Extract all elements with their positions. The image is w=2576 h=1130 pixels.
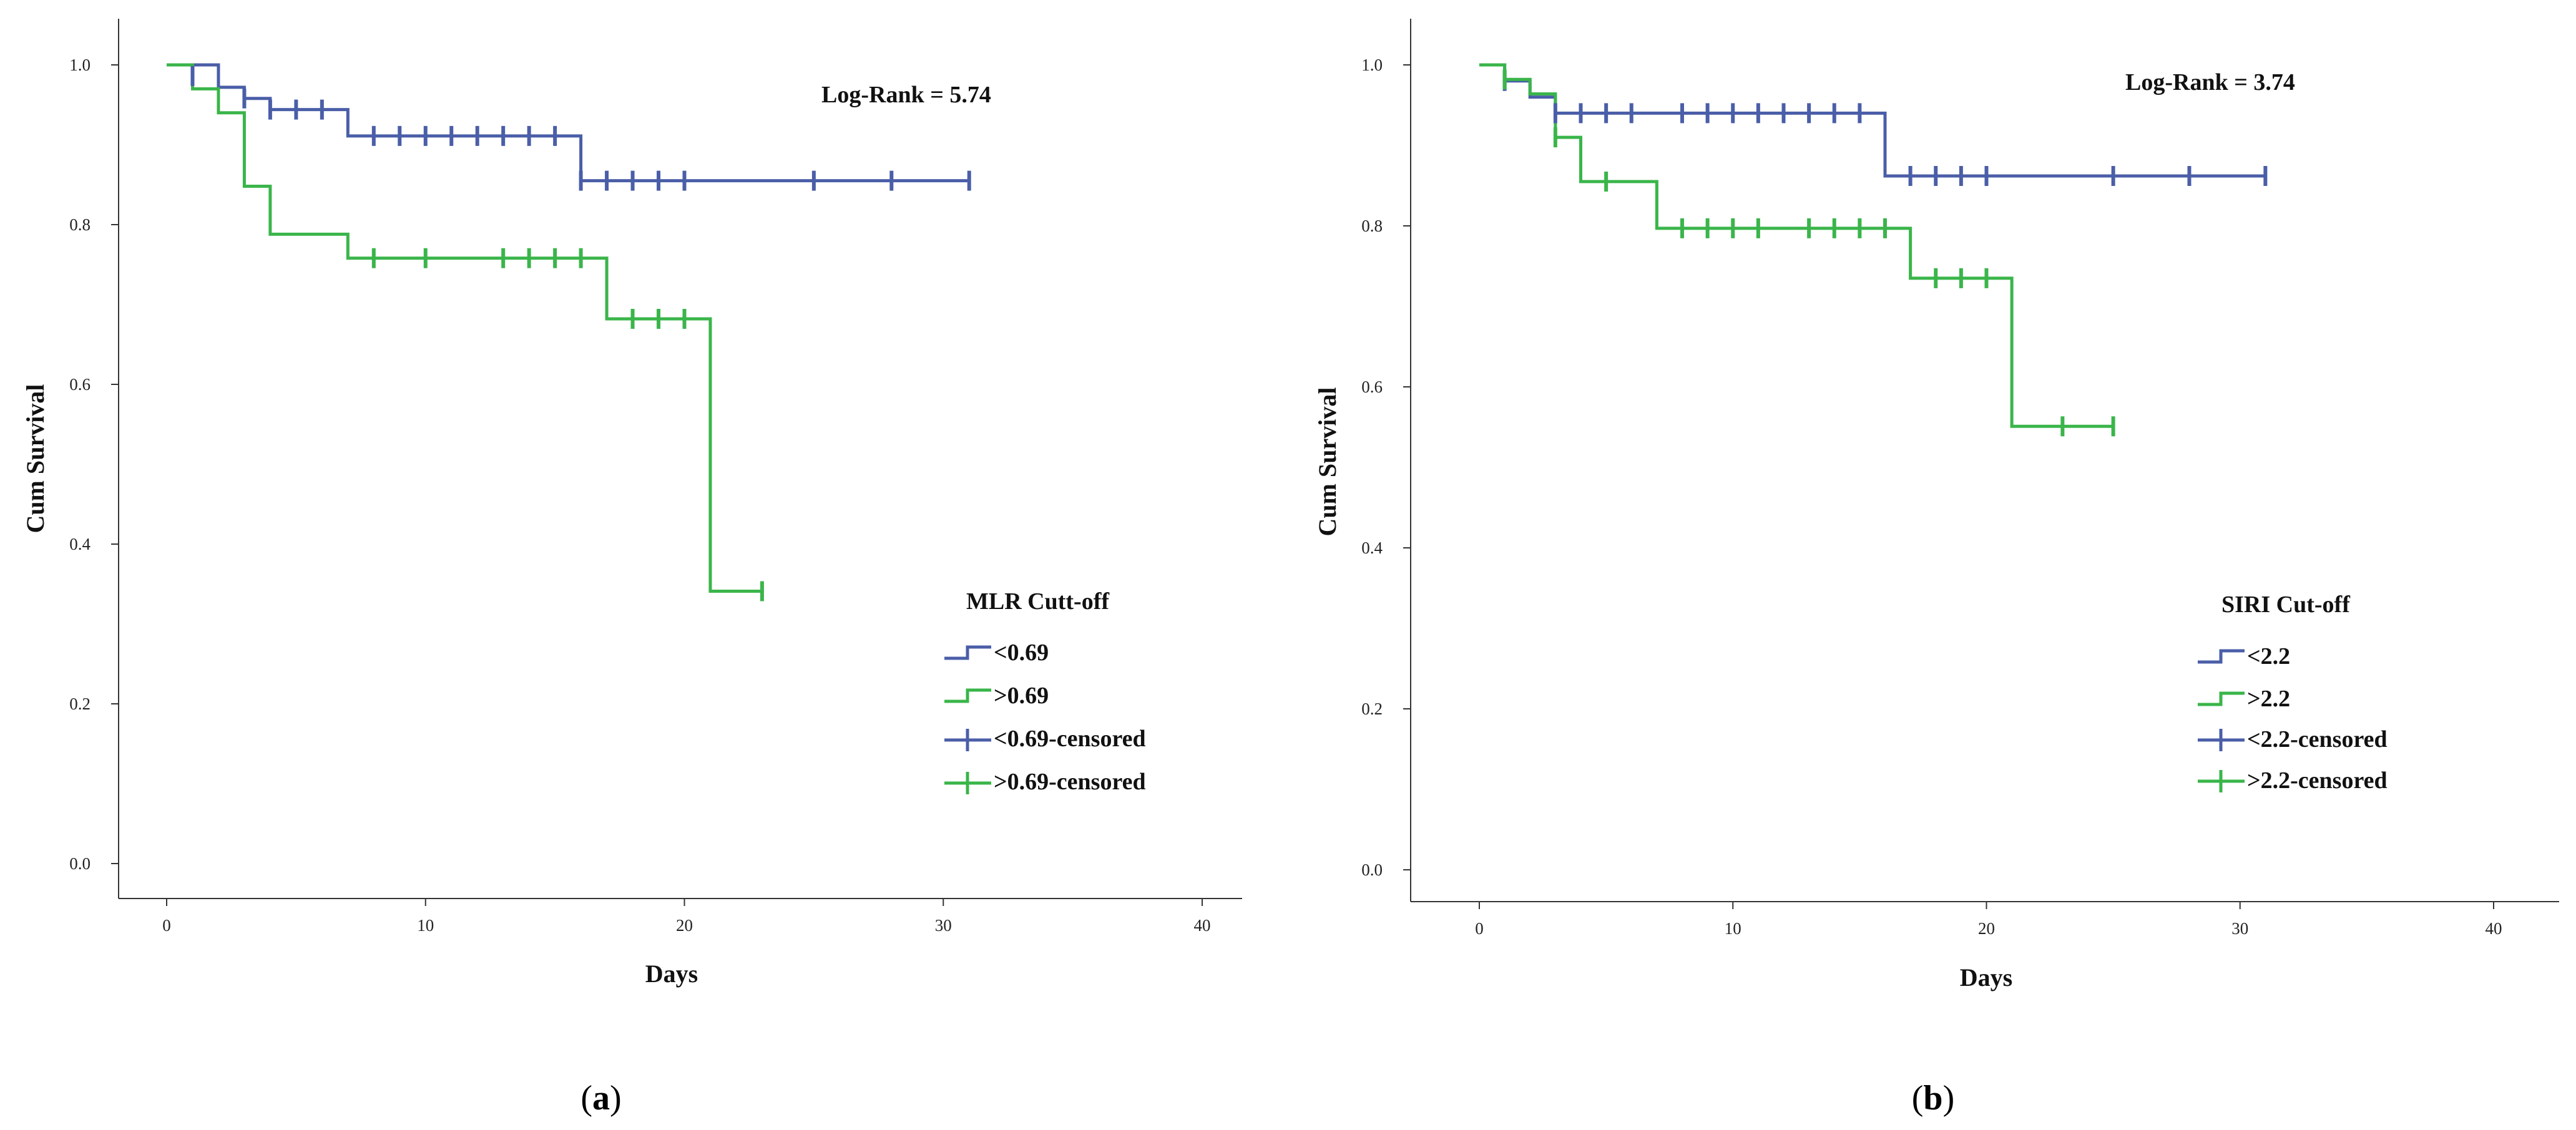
legend-label-series-2-censored: >2.2-censored <box>2247 767 2387 794</box>
legend-label-series-2: >2.2 <box>2247 686 2290 712</box>
y-tick-label: 0.4 <box>1361 538 1383 557</box>
panel-caption-letter: b <box>1923 1079 1942 1118</box>
survival-curve-series-2 <box>1479 63 2113 428</box>
x-tick-label: 40 <box>2485 919 2502 938</box>
log-rank-annotation: Log-Rank = 3.74 <box>2125 69 2295 95</box>
legend-label-series-2-censored: >0.69-censored <box>994 769 1146 795</box>
panel-caption-a: (a) <box>580 1079 621 1118</box>
legend-censor-series-2 <box>2198 770 2245 792</box>
y-tick-label: 0.2 <box>69 694 91 713</box>
x-tick-label: 30 <box>2231 919 2248 938</box>
legend-title: SIRI Cut-off <box>2221 592 2351 618</box>
panel-caption-b: (b) <box>1912 1079 1954 1118</box>
legend-label-series-1: <0.69 <box>994 640 1049 666</box>
series-layer <box>1479 63 2266 428</box>
x-tick-label: 0 <box>1475 919 1484 938</box>
legend: MLR Cutt-off <0.69 >0.69 <0.69-censored … <box>944 588 1146 795</box>
series-layer <box>167 63 969 593</box>
y-ticks: 0.0 0.2 0.4 0.6 0.8 1.0 <box>69 56 119 873</box>
panel-a: 0.0 0.2 0.4 0.6 0.8 1.0 0 10 20 30 40 Log-Rank = … <box>21 19 1242 988</box>
panel-b: 0.0 0.2 0.4 0.6 0.8 1.0 0 10 20 30 40 Log-Rank = … <box>1313 19 2559 991</box>
y-tick-label: 0.0 <box>1361 860 1383 879</box>
legend-line-series-1 <box>2198 649 2245 664</box>
x-tick-label: 0 <box>162 916 171 935</box>
y-tick-label: 1.0 <box>69 56 91 74</box>
legend-title: MLR Cutt-off <box>966 588 1110 615</box>
x-tick-label: 40 <box>1194 916 1211 935</box>
x-ticks: 0 10 20 30 40 <box>1475 902 2502 938</box>
y-axis-title: Cum Survival <box>1313 387 1341 537</box>
y-tick-label: 0.8 <box>69 215 91 234</box>
legend-censor-series-1 <box>2198 729 2245 751</box>
panel-caption-letter: a <box>592 1079 610 1118</box>
y-tick-label: 1.0 <box>1361 56 1383 74</box>
legend-line-series-2 <box>944 688 991 703</box>
y-tick-label: 0.6 <box>69 375 91 394</box>
y-tick-label: 0.2 <box>1361 699 1383 718</box>
x-tick-label: 20 <box>1978 919 1995 938</box>
x-axis-title: Days <box>1960 963 2012 991</box>
censor-marks <box>190 66 971 602</box>
legend: SIRI Cut-off <2.2 >2.2 <2.2-censored >2.… <box>2198 592 2387 794</box>
log-rank-annotation: Log-Rank = 5.74 <box>821 82 991 108</box>
x-tick-label: 30 <box>935 916 952 935</box>
legend-label-series-1-censored: <0.69-censored <box>994 726 1146 752</box>
y-axis-title: Cum Survival <box>21 384 49 533</box>
legend-label-series-1: <2.2 <box>2247 643 2290 670</box>
y-tick-label: 0.8 <box>1361 217 1383 235</box>
censor-marks <box>1502 69 2268 437</box>
x-axis-title: Days <box>645 960 698 988</box>
x-tick-label: 10 <box>1725 919 1741 938</box>
legend-label-series-2: >0.69 <box>994 683 1049 709</box>
y-tick-label: 0.4 <box>69 535 91 553</box>
x-ticks: 0 10 20 30 40 <box>162 899 1211 935</box>
x-tick-label: 10 <box>417 916 434 935</box>
legend-line-series-2 <box>2198 691 2245 706</box>
x-tick-label: 20 <box>676 916 693 935</box>
legend-censor-series-2 <box>944 772 991 794</box>
y-ticks: 0.0 0.2 0.4 0.6 0.8 1.0 <box>1361 56 1411 879</box>
y-tick-label: 0.0 <box>69 854 91 873</box>
y-tick-label: 0.6 <box>1361 377 1383 396</box>
legend-label-series-1-censored: <2.2-censored <box>2247 726 2387 753</box>
legend-line-series-1 <box>944 645 991 660</box>
survival-curve-series-2 <box>167 63 762 593</box>
legend-censor-series-1 <box>944 729 991 751</box>
